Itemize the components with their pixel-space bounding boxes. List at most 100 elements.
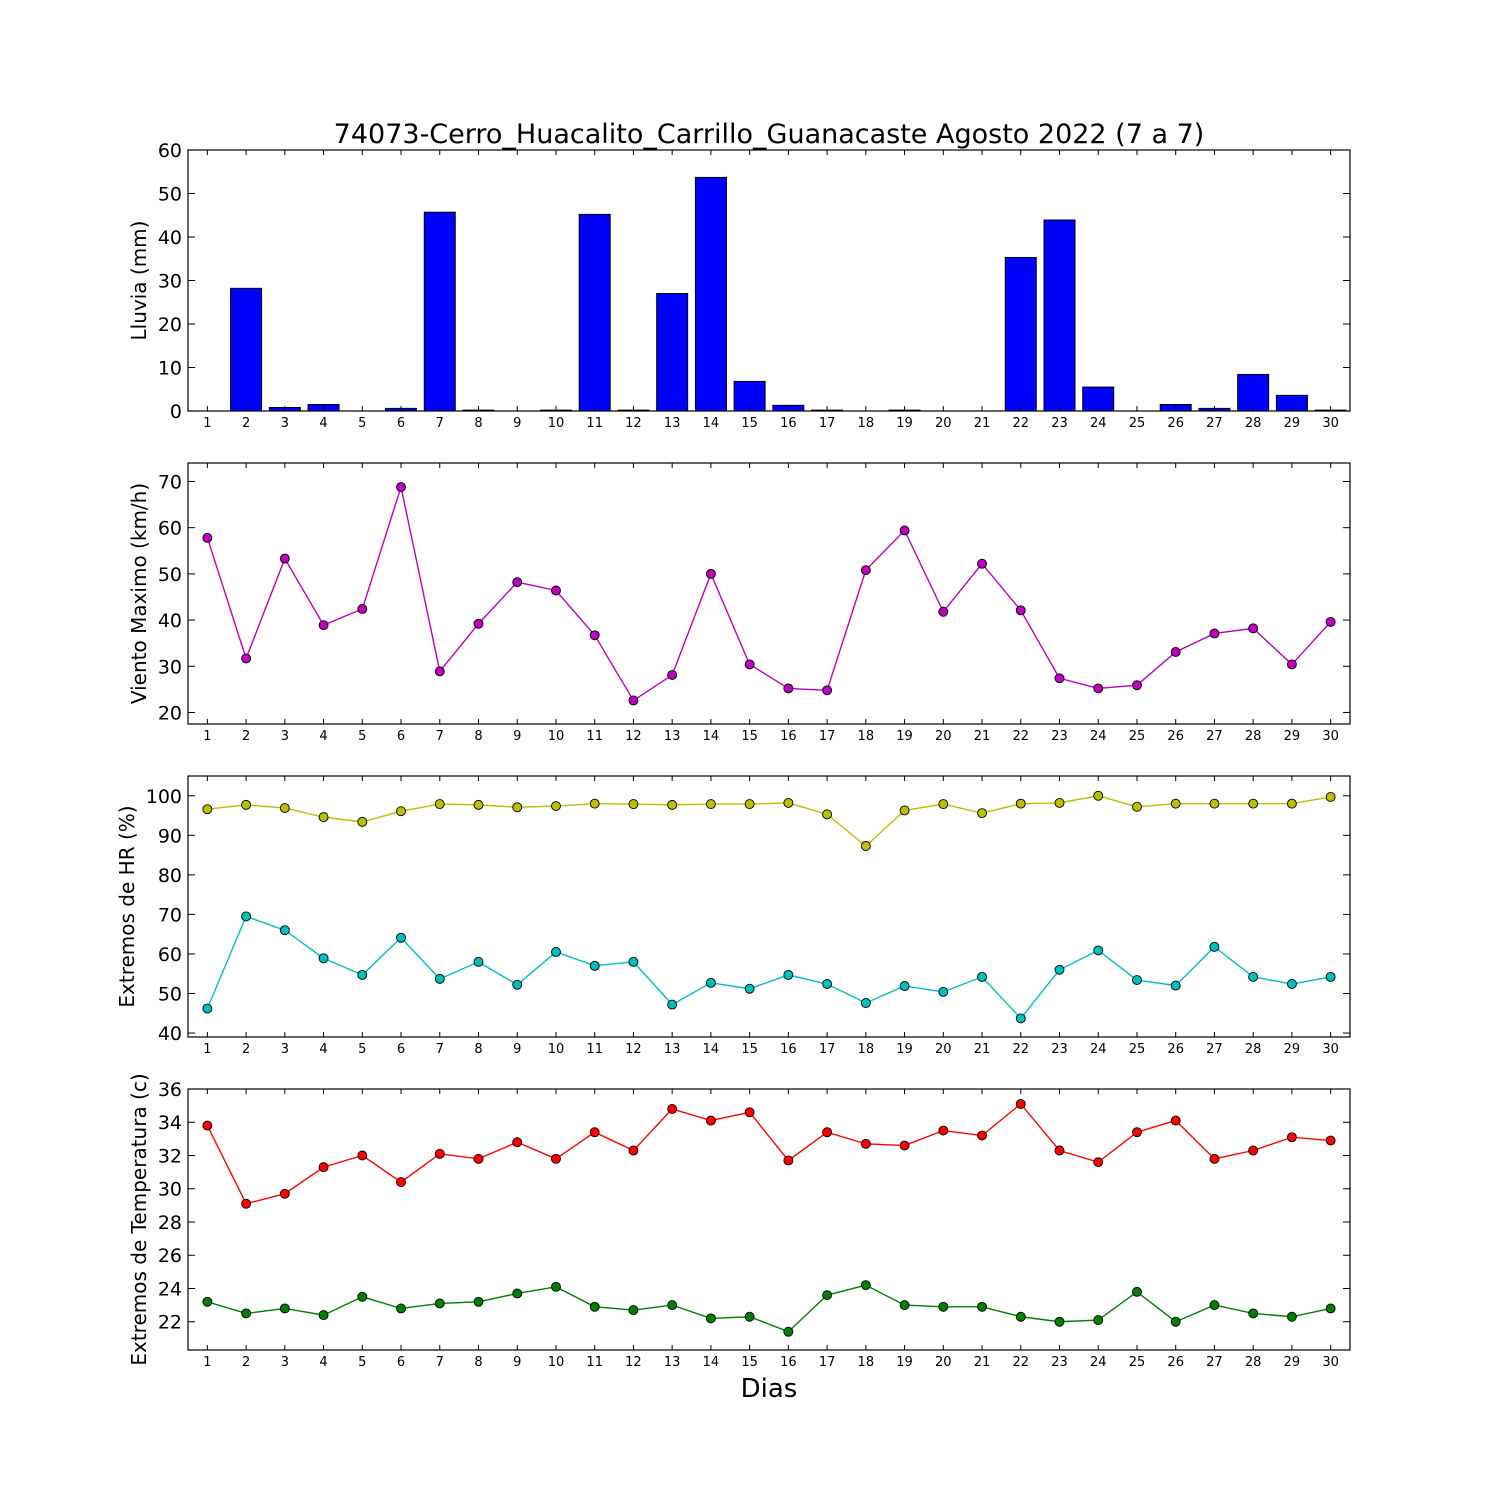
point-viento-0-day-26	[1170, 646, 1181, 657]
point-viento-0-day-16	[783, 683, 794, 694]
point-viento-0-day-28	[1248, 623, 1259, 634]
point-hr-0-day-9	[512, 802, 523, 813]
x-tick-label-viento-10: 10	[548, 729, 565, 744]
x-tick-label-lluvia-19: 19	[896, 416, 913, 431]
x-tick-label-viento-5: 5	[358, 729, 366, 744]
x-tick-label-viento-17: 17	[819, 729, 836, 744]
plot-frame-viento	[187, 462, 1351, 725]
point-temperatura-1-day-10	[551, 1281, 561, 1292]
y-tick-label-temperatura-36: 36	[158, 1079, 182, 1101]
point-hr-0-day-26	[1170, 798, 1181, 809]
point-hr-0-day-2	[241, 799, 252, 810]
point-temperatura-0-day-1	[202, 1120, 213, 1131]
bar-lluvia-day-22	[1004, 256, 1037, 412]
point-hr-1-day-2	[241, 911, 252, 922]
point-temperatura-1-day-13	[667, 1300, 678, 1311]
x-tick-label-hr-8: 8	[474, 1042, 482, 1057]
x-tick-label-temperatura-11: 11	[586, 1355, 603, 1370]
x-tick-label-lluvia-12: 12	[625, 416, 642, 431]
x-tick-label-lluvia-15: 15	[741, 416, 758, 431]
point-hr-0-day-28	[1248, 798, 1259, 809]
point-viento-0-day-22	[1015, 605, 1026, 616]
point-viento-0-day-21	[977, 558, 987, 569]
x-tick-label-viento-23: 23	[1051, 729, 1068, 744]
panel-lluvia: 1 2 3 4 5 6 7 8 9 10 11 12 13 14 15 16 17 18 19 20 21 22 23 24 2…	[127, 140, 1351, 431]
x-tick-label-hr-27: 27	[1206, 1042, 1223, 1057]
x-tick-label-temperatura-5: 5	[358, 1355, 366, 1370]
x-tick-label-viento-12: 12	[625, 729, 642, 744]
x-tick-label-hr-14: 14	[703, 1042, 720, 1057]
x-tick-label-lluvia-5: 5	[358, 416, 366, 431]
point-viento-0-day-30	[1325, 616, 1336, 627]
y-tick-label-viento-40: 40	[158, 610, 182, 632]
point-hr-0-day-24	[1093, 790, 1104, 801]
x-tick-label-temperatura-29: 29	[1284, 1355, 1301, 1370]
point-temperatura-0-day-8	[473, 1153, 484, 1164]
point-hr-1-day-7	[434, 973, 445, 984]
point-temperatura-0-day-26	[1170, 1115, 1181, 1126]
point-hr-0-day-29	[1286, 798, 1297, 809]
point-hr-0-day-12	[628, 799, 639, 810]
bar-lluvia-day-7	[423, 211, 456, 412]
x-tick-label-hr-21: 21	[974, 1042, 991, 1057]
x-tick-label-viento-19: 19	[896, 729, 913, 744]
y-tick-label-hr-70: 70	[158, 904, 182, 926]
y-axis-label-hr: Extremos de HR (%)	[115, 805, 139, 1007]
x-tick-label-temperatura-1: 1	[203, 1355, 211, 1370]
y-tick-label-lluvia-60: 60	[158, 140, 182, 162]
x-tick-label-lluvia-2: 2	[242, 416, 250, 431]
x-tick-label-lluvia-20: 20	[935, 416, 952, 431]
x-tick-label-hr-26: 26	[1167, 1042, 1184, 1057]
point-hr-0-day-20	[938, 799, 949, 810]
point-hr-1-day-5	[357, 969, 368, 980]
x-tick-label-viento-14: 14	[703, 729, 720, 744]
y-tick-label-lluvia-50: 50	[158, 184, 182, 206]
point-hr-1-day-27	[1209, 941, 1220, 952]
y-tick-label-temperatura-24: 24	[158, 1278, 182, 1300]
x-tick-label-viento-24: 24	[1090, 729, 1107, 744]
point-viento-0-day-20	[938, 606, 949, 617]
x-tick-label-hr-1: 1	[203, 1042, 211, 1057]
y-axis-label-temperatura: Extremos de Temperatura (c)	[127, 1073, 151, 1365]
x-tick-label-lluvia-7: 7	[436, 416, 444, 431]
bar-lluvia-day-23	[1043, 219, 1076, 412]
x-tick-label-temperatura-9: 9	[513, 1355, 521, 1370]
x-tick-label-temperatura-30: 30	[1322, 1355, 1339, 1370]
x-tick-label-viento-26: 26	[1167, 729, 1184, 744]
point-hr-1-day-14	[705, 977, 716, 988]
x-tick-label-hr-22: 22	[1012, 1042, 1029, 1057]
point-temperatura-0-day-4	[318, 1162, 329, 1173]
point-hr-0-day-25	[1132, 801, 1142, 812]
x-tick-label-lluvia-21: 21	[974, 416, 991, 431]
x-tick-label-hr-18: 18	[858, 1042, 875, 1057]
x-tick-label-viento-4: 4	[319, 729, 327, 744]
x-tick-label-lluvia-30: 30	[1322, 416, 1339, 431]
point-viento-0-day-7	[434, 666, 445, 677]
x-tick-label-temperatura-24: 24	[1090, 1355, 1107, 1370]
point-hr-0-day-11	[589, 798, 600, 809]
panel-viento: 1 2 3 4 5 6 7 8 9 10 11 12 13 14 15 16 17 18 19 20 21 22 23 24 2…	[127, 462, 1351, 744]
x-tick-label-lluvia-1: 1	[203, 416, 211, 431]
point-viento-0-day-9	[512, 577, 523, 588]
x-tick-label-temperatura-27: 27	[1206, 1355, 1223, 1370]
point-temperatura-1-day-21	[977, 1301, 987, 1312]
point-temperatura-1-day-9	[512, 1288, 523, 1299]
chart-title: 74073-Cerro_Huacalito_Carrillo_Guanacast…	[334, 119, 1205, 150]
x-tick-label-viento-11: 11	[586, 729, 603, 744]
y-tick-label-hr-80: 80	[158, 865, 182, 887]
x-tick-label-temperatura-10: 10	[548, 1355, 565, 1370]
x-tick-label-temperatura-14: 14	[703, 1355, 720, 1370]
point-temperatura-1-day-19	[899, 1300, 910, 1311]
point-temperatura-1-day-15	[744, 1311, 755, 1322]
y-tick-label-temperatura-26: 26	[158, 1245, 182, 1267]
point-temperatura-1-day-28	[1248, 1308, 1259, 1319]
y-tick-label-viento-50: 50	[158, 564, 182, 586]
point-viento-0-day-8	[473, 618, 484, 629]
x-tick-label-temperatura-25: 25	[1129, 1355, 1146, 1370]
point-temperatura-0-day-7	[434, 1148, 445, 1159]
point-temperatura-1-day-12	[628, 1305, 639, 1316]
point-temperatura-1-day-11	[589, 1301, 600, 1312]
point-temperatura-1-day-1	[202, 1296, 213, 1307]
point-hr-1-day-15	[744, 983, 755, 994]
point-temperatura-1-day-7	[434, 1298, 445, 1309]
